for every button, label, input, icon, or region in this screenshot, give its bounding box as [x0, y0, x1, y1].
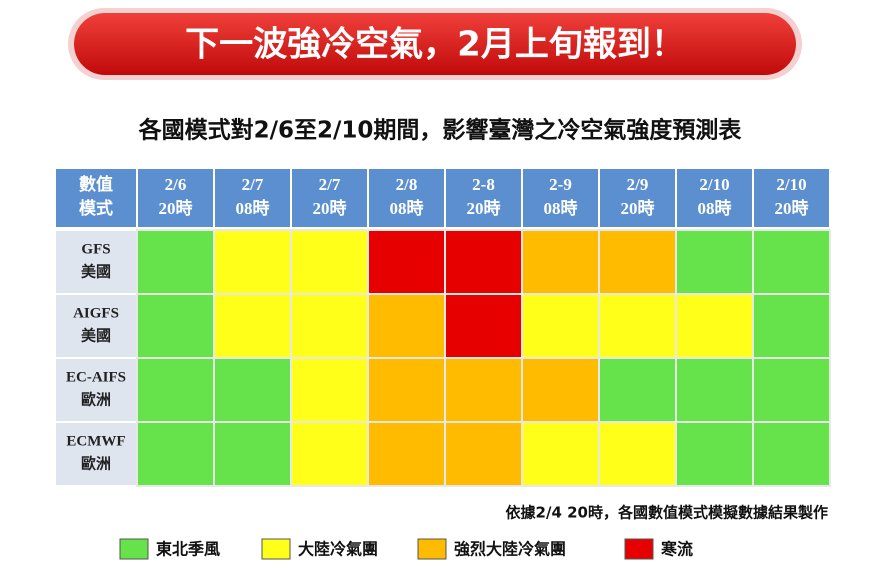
- header-cell: [290, 167, 369, 229]
- intensity-cell: [136, 357, 215, 423]
- intensity-cell: [752, 421, 831, 487]
- header-cell: [521, 167, 600, 229]
- row-header: [54, 357, 138, 423]
- column-time: 20時: [775, 198, 809, 218]
- legend-label: 大陸冷氣團: [298, 540, 378, 559]
- intensity-cell: [675, 293, 754, 359]
- intensity-cell: [290, 293, 369, 359]
- intensity-cell: [675, 357, 754, 423]
- intensity-cell: [675, 421, 754, 487]
- intensity-cell: [367, 421, 446, 487]
- intensity-cell: [444, 229, 523, 295]
- column-date: 2/7: [242, 175, 264, 194]
- column-date: 2/7: [319, 175, 341, 194]
- intensity-cell: [598, 357, 677, 423]
- intensity-cell: [444, 293, 523, 359]
- intensity-cell: [213, 421, 292, 487]
- header-cell: [444, 167, 523, 229]
- legend-swatch: [261, 538, 291, 560]
- column-date: 2/10: [699, 175, 729, 194]
- legend-swatch: [624, 538, 654, 560]
- intensity-cell: [521, 421, 600, 487]
- model-region: 美國: [81, 326, 111, 344]
- forecast-table: 數值模式 2/6 20時 2/7 08時 2/7 20時 2/8 08時 2-8 20時 2-9 08時…: [54, 167, 831, 487]
- column-time: 08時: [390, 198, 424, 218]
- intensity-cell: [598, 421, 677, 487]
- intensity-cell: [444, 357, 523, 423]
- intensity-cell: [136, 293, 215, 359]
- legend-label: 強烈大陸冷氣團: [454, 540, 566, 559]
- intensity-cell: [367, 229, 446, 295]
- corner-label: 數值: [79, 174, 113, 194]
- corner-label: 模式: [79, 198, 113, 218]
- intensity-cell: [752, 293, 831, 359]
- legend-label: 東北季風: [156, 540, 220, 559]
- column-date: 2/8: [396, 175, 418, 194]
- header-cell: [213, 167, 292, 229]
- intensity-cell: [521, 357, 600, 423]
- intensity-cell: [521, 229, 600, 295]
- model-name: GFS: [81, 241, 110, 257]
- intensity-cell: [752, 357, 831, 423]
- row-header: [54, 229, 138, 295]
- intensity-cell: [444, 421, 523, 487]
- model-region: 歐洲: [81, 454, 111, 472]
- column-time: 08時: [544, 198, 578, 218]
- header-cell: [752, 167, 831, 229]
- model-region: 歐洲: [81, 390, 111, 408]
- note: 依據2/4 20時，各國數值模式模擬數據結果製作: [506, 504, 828, 522]
- intensity-cell: [136, 421, 215, 487]
- column-time: 20時: [621, 198, 655, 218]
- column-date: 2/10: [776, 175, 806, 194]
- intensity-cell: [290, 421, 369, 487]
- intensity-cell: [521, 293, 600, 359]
- legend-label: 寒流: [660, 540, 693, 559]
- header-cell: [367, 167, 446, 229]
- intensity-cell: [598, 229, 677, 295]
- column-time: 20時: [467, 198, 501, 218]
- column-date: 2/6: [165, 175, 187, 194]
- banner: [74, 13, 796, 75]
- column-date: 2-9: [549, 175, 572, 194]
- intensity-cell: [290, 229, 369, 295]
- row-header: [54, 293, 138, 359]
- header-cell: [675, 167, 754, 229]
- column-time: 08時: [236, 198, 270, 218]
- intensity-cell: [213, 357, 292, 423]
- intensity-cell: [136, 229, 215, 295]
- banner-title: 下一波強冷空氣，2月上旬報到！: [185, 25, 685, 65]
- intensity-cell: [213, 293, 292, 359]
- model-region: 美國: [81, 262, 111, 280]
- column-time: 08時: [698, 198, 732, 218]
- legend-swatch: [417, 538, 447, 560]
- column-time: 20時: [313, 198, 347, 218]
- row-header: [54, 421, 138, 487]
- intensity-cell: [675, 229, 754, 295]
- intensity-cell: [752, 229, 831, 295]
- intensity-cell: [290, 357, 369, 423]
- model-name: EC-AIFS: [66, 369, 126, 385]
- model-name: ECMWF: [66, 433, 125, 449]
- header-cell: [598, 167, 677, 229]
- column-date: 2/9: [627, 175, 649, 194]
- legend: 東北季風 大陸冷氣團 強烈大陸冷氣團 寒流: [119, 538, 693, 560]
- legend-swatch: [119, 538, 149, 560]
- subtitle: 各國模式對2/6至2/10期間，影響臺灣之冷空氣強度預測表: [138, 117, 743, 144]
- intensity-cell: [213, 229, 292, 295]
- header-corner: [54, 167, 138, 229]
- column-time: 20時: [159, 198, 193, 218]
- intensity-cell: [367, 357, 446, 423]
- intensity-cell: [598, 293, 677, 359]
- model-name: AIGFS: [73, 305, 119, 321]
- column-date: 2-8: [472, 175, 495, 194]
- intensity-cell: [367, 293, 446, 359]
